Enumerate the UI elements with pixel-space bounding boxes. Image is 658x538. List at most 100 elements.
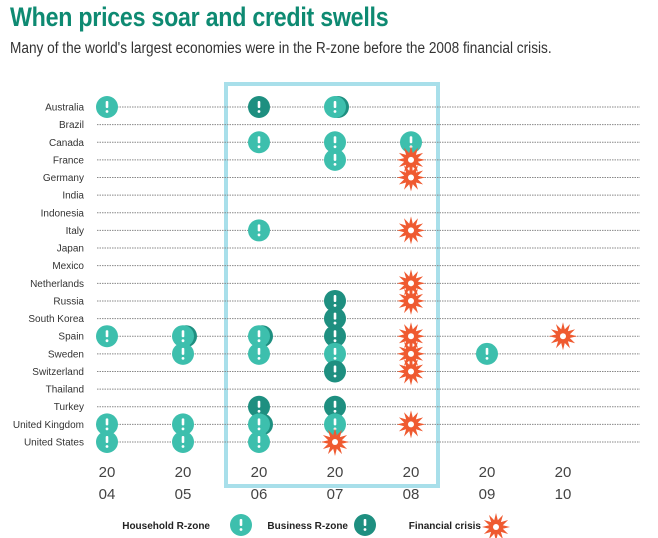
business-marker — [324, 395, 346, 418]
exclamation-dot — [257, 427, 261, 431]
exclamation-dot — [257, 145, 261, 149]
business-marker — [248, 395, 270, 418]
business-marker — [324, 325, 346, 348]
exclamation-dot — [333, 145, 337, 149]
household-marker — [400, 131, 422, 154]
chart-title: When prices soar and credit swells — [10, 2, 389, 32]
country-label: United States — [24, 438, 84, 449]
business-marker — [324, 289, 346, 312]
exclamation-dot — [333, 374, 337, 378]
exclamation-icon — [181, 347, 185, 355]
exclamation-dot — [257, 110, 261, 113]
country-label: Netherlands — [30, 279, 84, 290]
household-business-marker — [172, 325, 197, 348]
household-marker — [248, 413, 270, 436]
legend-label: Household R-zone — [122, 521, 210, 532]
household-marker — [248, 431, 270, 453]
country-label: Brazil — [59, 120, 84, 131]
household-marker — [248, 219, 270, 242]
exclamation-dot — [333, 162, 337, 166]
exclamation-dot — [181, 427, 185, 431]
exclamation-dot — [181, 339, 185, 343]
exclamation-dot — [333, 356, 337, 360]
country-label: Mexico — [52, 261, 84, 272]
country-label: Switzerland — [32, 367, 84, 378]
year-label-bottom: 10 — [555, 486, 572, 503]
household-marker — [324, 413, 346, 436]
exclamation-icon — [363, 519, 367, 526]
household-marker — [324, 131, 346, 154]
exclamation-dot — [333, 339, 337, 343]
exclamation-dot — [105, 110, 109, 113]
exclamation-dot — [485, 356, 489, 360]
exclamation-dot — [105, 427, 109, 431]
exclamation-dot — [239, 528, 243, 531]
household-business-marker — [248, 325, 273, 348]
exclamation-icon — [257, 330, 261, 338]
chart-subtitle: Many of the world's largest economies we… — [10, 40, 552, 57]
exclamation-dot — [333, 110, 337, 113]
country-label: France — [53, 155, 85, 166]
exclamation-icon — [257, 136, 261, 144]
country-label: Russia — [53, 296, 84, 307]
country-label: Indonesia — [41, 208, 85, 219]
crisis-center — [408, 368, 414, 375]
household-business-marker — [324, 96, 349, 118]
household-marker — [248, 342, 270, 365]
exclamation-icon — [181, 330, 185, 338]
country-label: United Kingdom — [13, 420, 84, 431]
year-label-bottom: 09 — [479, 486, 496, 503]
household-marker — [172, 413, 194, 436]
country-label: Germany — [43, 173, 84, 184]
exclamation-icon — [333, 418, 337, 426]
crisis-center — [408, 421, 414, 428]
exclamation-icon — [239, 519, 243, 526]
crisis-marker — [397, 410, 425, 439]
household-marker — [248, 325, 270, 348]
household-marker — [96, 431, 118, 453]
crisis-marker — [397, 339, 425, 368]
crisis-center — [408, 297, 414, 304]
household-marker — [324, 148, 346, 171]
country-label: Japan — [57, 244, 84, 255]
country-label: Turkey — [54, 402, 84, 413]
exclamation-icon — [181, 436, 185, 443]
exclamation-icon — [333, 400, 337, 408]
year-label-top: 20 — [327, 464, 344, 481]
legend-household-icon — [230, 514, 252, 536]
year-label-bottom: 07 — [327, 486, 344, 503]
crisis-center — [408, 333, 414, 340]
year-label-top: 20 — [175, 464, 192, 481]
exclamation-dot — [333, 409, 337, 413]
exclamation-dot — [181, 356, 185, 360]
year-label-top: 20 — [479, 464, 496, 481]
exclamation-icon — [333, 101, 337, 108]
household-marker — [172, 342, 194, 365]
exclamation-icon — [105, 330, 109, 338]
exclamation-icon — [181, 418, 185, 426]
household-marker — [172, 325, 194, 348]
year-label-top: 20 — [555, 464, 572, 481]
business-marker — [324, 307, 346, 330]
year-label-top: 20 — [99, 464, 116, 481]
country-label: South Korea — [28, 314, 84, 325]
household-marker — [324, 342, 346, 365]
household-marker — [248, 131, 270, 154]
legend-crisis-icon — [482, 513, 510, 538]
exclamation-icon — [257, 400, 261, 408]
business-marker — [324, 360, 346, 383]
exclamation-icon — [333, 347, 337, 355]
country-label: Sweden — [48, 349, 84, 360]
exclamation-icon — [333, 312, 337, 320]
household-marker — [476, 342, 498, 365]
legend-business-icon — [354, 514, 376, 536]
crisis-marker — [397, 145, 425, 174]
crisis-marker — [397, 163, 425, 192]
crisis-marker — [397, 286, 425, 315]
crisis-marker — [549, 322, 577, 351]
crisis-center — [560, 333, 566, 340]
exclamation-icon — [257, 418, 261, 426]
crisis-center — [493, 524, 499, 530]
year-label-bottom: 06 — [251, 486, 268, 503]
highlight-box — [224, 82, 440, 488]
